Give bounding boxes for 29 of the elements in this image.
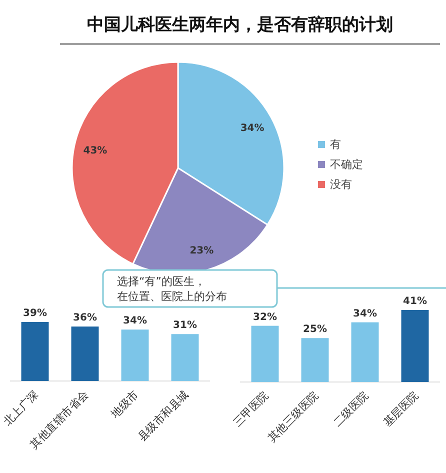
data-label: 23% <box>190 245 214 256</box>
bar <box>171 334 199 381</box>
bar <box>251 326 279 382</box>
data-label: 36% <box>73 312 97 324</box>
data-label: 31% <box>173 320 197 332</box>
legend-label: 有 <box>330 138 341 151</box>
data-label: 32% <box>253 312 277 323</box>
data-label: 34% <box>240 123 264 134</box>
bar <box>21 322 49 381</box>
x-tick-label: 北上广深 <box>0 388 42 428</box>
text: 选择“有”的医生，在位置、医院上的分布 <box>117 275 227 303</box>
x-tick-label: 三甲医院 <box>230 388 272 430</box>
data-label: 25% <box>303 324 327 336</box>
legend-label: 没有 <box>330 178 352 191</box>
bar <box>351 322 379 382</box>
data-label: 43% <box>83 146 108 156</box>
x-tick-label: 二级医院 <box>330 388 372 430</box>
bar <box>301 338 329 382</box>
data-label: 34% <box>123 316 147 327</box>
data-label: 34% <box>353 308 377 320</box>
data-label: 41% <box>403 296 427 307</box>
legend-label: 不确定 <box>330 158 363 171</box>
bar <box>401 310 429 382</box>
data-label: 39% <box>23 308 47 319</box>
bar <box>121 330 149 381</box>
chart-title: 中国儿科医生两年内，是否有辞职的计划 <box>87 15 393 35</box>
x-tick-label: 地级市 <box>108 388 142 422</box>
bar <box>71 326 99 381</box>
x-tick-label: 基层医院 <box>380 388 422 430</box>
